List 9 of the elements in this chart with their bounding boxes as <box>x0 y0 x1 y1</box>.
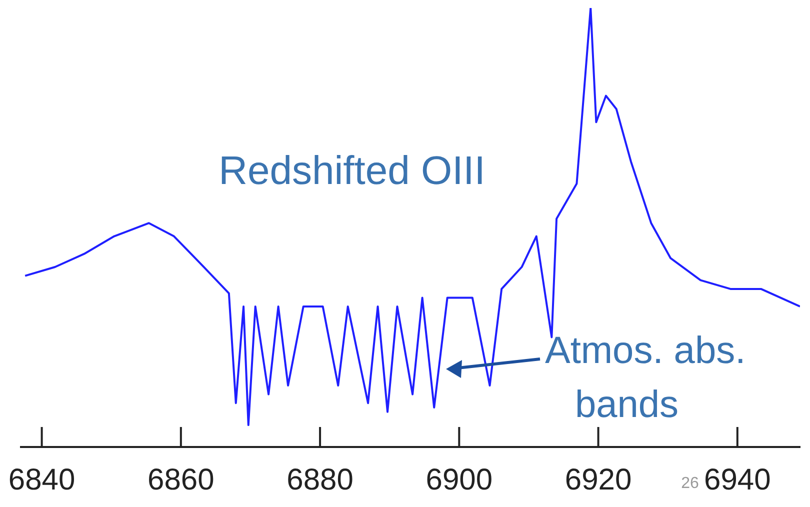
annotation: Atmos. abs. bands <box>545 330 746 426</box>
x-tick-label: 6860 <box>148 463 214 496</box>
text: 26 <box>681 475 699 492</box>
x-tick-label: 6880 <box>286 463 354 496</box>
annotation: Redshifted OIII <box>218 149 486 193</box>
x-tick-label: 6940 <box>704 463 771 496</box>
x-tick-label: 6900 <box>426 463 493 496</box>
x-tick-label: 6920 <box>564 463 632 496</box>
x-tick-label: 6840 <box>8 463 76 496</box>
